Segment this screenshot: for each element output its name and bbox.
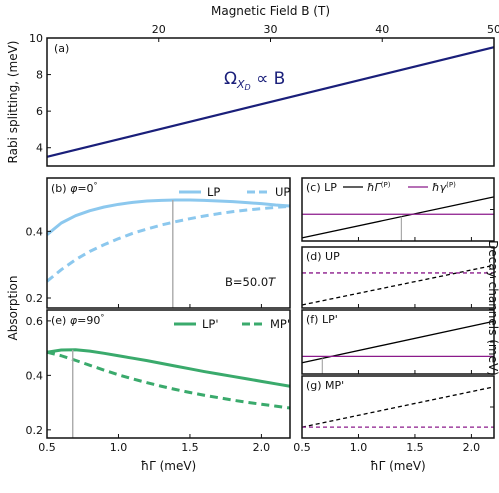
panel-e-frame: [46, 309, 291, 439]
ytick-label-e-0: 0.2: [26, 424, 44, 437]
panel-label-a: (a): [54, 42, 69, 55]
panel-a-frame: [46, 37, 495, 167]
panel-d-frame: [301, 246, 495, 309]
legend-label-b-1: UP: [275, 185, 290, 199]
ytick-label-a-3: 10: [29, 32, 43, 45]
series-b-1: [46, 204, 291, 283]
legend-label-b-0: LP: [207, 185, 220, 199]
legend-label-e-1: MP': [270, 317, 290, 331]
ytick-label-a-1: 6: [36, 105, 43, 118]
xtick-label-a-3: 50: [487, 23, 499, 36]
panel-g-frame: [301, 375, 495, 439]
ytick-label-a-0: 4: [36, 142, 43, 155]
axis-title-gamma-left: ħΓ (meV): [141, 459, 196, 473]
series-c-0: [301, 196, 495, 239]
panel-g: 0120.51.01.52.0(g) MP'ħΓ (meV): [293, 375, 495, 473]
annotation-field: B=50.0T: [225, 275, 276, 289]
xtick-label-e-0: 0.5: [38, 441, 56, 454]
ytick-label-b-0: 0.2: [26, 292, 44, 305]
panel-a: 4 6 8 10 20 30 40 50 Magnetic Field B (T) Rabi sp…: [6, 4, 499, 163]
panel-label-b: (b) φ=0°: [51, 181, 98, 195]
series-a-0: [46, 46, 495, 158]
panel-e: 0.2 0.4 0.6 0.5 1.0 1.5 2.0 (e) φ=90° LP' MP' ħΓ (…: [26, 313, 291, 473]
series-e-0: [46, 348, 291, 388]
xtick-label-a-1: 30: [264, 23, 278, 36]
ytick-label-e-1: 0.4: [26, 369, 44, 382]
series-e-1: [46, 350, 291, 410]
panel-label-d: (d) UP: [306, 250, 340, 263]
xtick-label-g-0: 0.5: [293, 441, 311, 454]
panel-d: 012(d) UP: [301, 246, 495, 309]
xtick-label-g-3: 2.0: [463, 441, 481, 454]
annotation-omega: ΩXD ∝ B: [224, 69, 285, 92]
legend-label-c-0: ħΓ(P): [367, 181, 391, 194]
panel-label-e: (e) φ=90°: [51, 313, 104, 327]
axis-title-gamma-right: ħΓ (meV): [370, 459, 425, 473]
legend-label-c-1: ħγ(P): [432, 181, 456, 194]
series-b-0: [46, 198, 291, 236]
panel-b-frame: [46, 177, 291, 309]
legend-label-e-0: LP': [202, 317, 219, 331]
panel-label-f: (f) LP': [306, 313, 338, 326]
panel-label-c: (c) LP: [306, 181, 337, 194]
panel-f-frame: [301, 309, 495, 375]
axis-title-decay: Decay channels (meV): [486, 240, 499, 376]
ytick-label-a-2: 8: [36, 69, 43, 82]
ytick-label-e-2: 0.6: [26, 315, 44, 328]
xtick-label-g-1: 1.0: [350, 441, 368, 454]
xtick-label-e-3: 2.0: [253, 441, 271, 454]
panel-label-g: (g) MP': [306, 379, 344, 392]
panel-f: 012(f) LP': [301, 309, 495, 375]
axis-title-absorption: Absorption: [6, 276, 20, 341]
series-d-0: [301, 264, 495, 306]
series-g-0: [301, 386, 495, 428]
xtick-label-e-1: 1.0: [110, 441, 128, 454]
xtick-label-e-2: 1.5: [181, 441, 199, 454]
xtick-label-a-0: 20: [152, 23, 166, 36]
ytick-label-b-1: 0.4: [26, 225, 44, 238]
panel-b: 0.2 0.4 (b) φ=0° LP UP B=50.0T: [26, 181, 291, 308]
xtick-label-g-2: 1.5: [406, 441, 424, 454]
xtick-label-a-2: 40: [375, 23, 389, 36]
axis-title-top: Magnetic Field B (T): [211, 4, 330, 18]
panel-c-frame: [301, 177, 495, 242]
axis-title-rabi: Rabi splitting, (meV): [6, 41, 20, 164]
